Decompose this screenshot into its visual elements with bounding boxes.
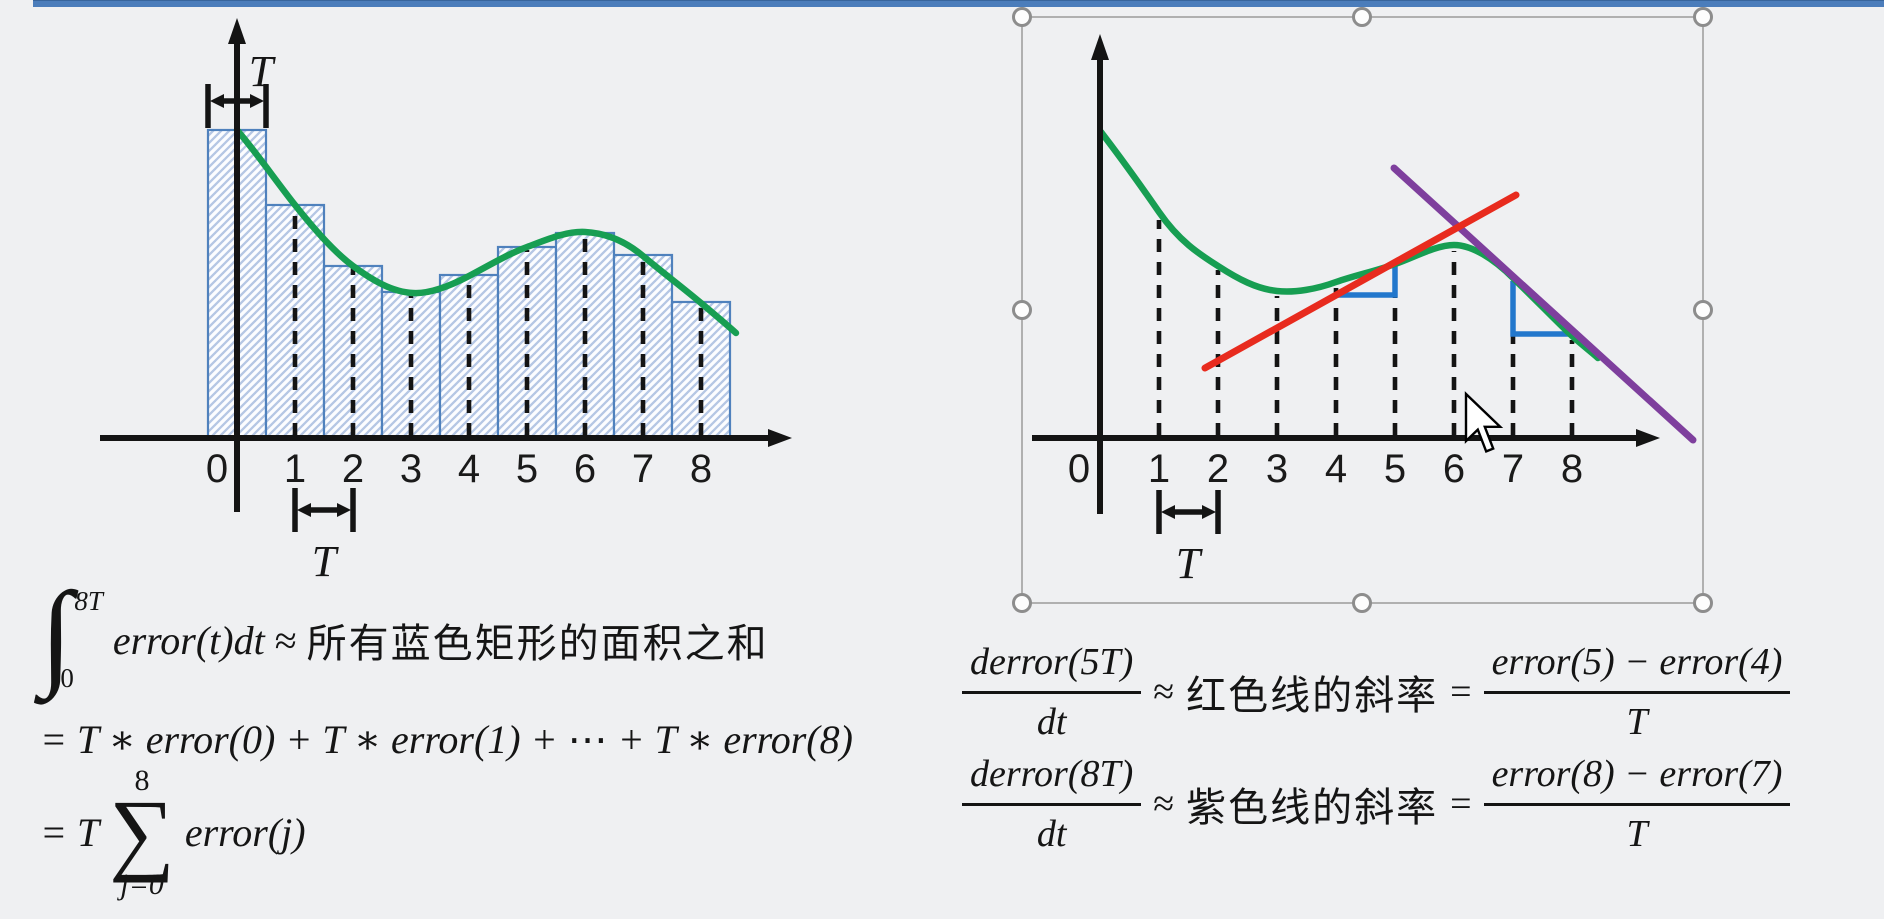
svg-text:0: 0 [206,447,228,491]
selection-handles[interactable] [1012,7,1713,613]
right-y-axis-arrow [1091,34,1109,60]
integral: ∫ 8T 0 [40,568,103,699]
left-tick-labels: 0 1 2 3 4 5 6 7 8 [206,447,712,491]
left-dashed-gridlines [292,208,704,436]
selection-handle-bottom-center[interactable] [1352,593,1372,613]
svg-text:0: 0 [1068,447,1090,491]
right-bottom-t-marker [1156,490,1221,534]
right-bottom-t-label: T [1176,539,1204,588]
difference-quotient-8-7: error(8) − error(7) T [1483,752,1791,856]
svg-text:5: 5 [1384,447,1406,491]
selection-handle-top-center[interactable] [1352,7,1372,27]
bracket-7-8 [1510,281,1572,337]
right-tick-labels: 0 1 2 3 4 5 6 7 8 [1068,447,1583,491]
right-formula-row2: derror(8T) dt ≈ 紫色线的斜率 = error(8) − erro… [962,752,1791,856]
summation: 8 ∑ j=0 [109,766,175,900]
svg-text:2: 2 [342,447,364,491]
purple-line-slope-text: 紫色线的斜率 [1186,786,1439,830]
svg-text:3: 3 [400,447,422,491]
integral-sign: ∫ [40,568,73,699]
svg-text:6: 6 [574,447,596,491]
left-formula-line3: = T 8 ∑ j=0 error(j) [40,766,306,900]
svg-text:6: 6 [1443,447,1465,491]
left-bottom-t-marker [292,488,356,532]
approx-symbol: ≈ [1153,783,1175,825]
selection-border[interactable] [1021,16,1704,604]
left-top-t-marker [205,84,269,128]
left-top-t-label: T [249,47,277,96]
equals-symbol: = [1450,671,1472,713]
svg-text:8: 8 [1561,447,1583,491]
svg-text:7: 7 [632,447,654,491]
integral-upper-bound: 8T [74,586,103,616]
green-error-curve [233,126,740,337]
selection-handle-mid-right[interactable] [1693,300,1713,320]
blue-hatched-bars [206,128,732,440]
arrowhead [1202,505,1216,519]
selection-handle-bottom-left[interactable] [1012,593,1032,613]
arrowhead [250,94,264,108]
derivative-fraction-5T: derror(5T) dt [962,640,1142,744]
summation-upper: 8 [134,764,150,797]
red-line-slope-text: 红色线的斜率 [1186,674,1439,718]
svg-text:8: 8 [690,447,712,491]
red-secant-line [1201,191,1520,372]
arrowhead [297,503,311,517]
bar-8 [670,300,732,440]
purple-secant-line [1390,164,1697,444]
left-riemann-chart[interactable]: T 0 1 2 3 4 5 6 7 8 T [100,18,792,586]
svg-text:4: 4 [458,447,480,491]
svg-text:7: 7 [1502,447,1524,491]
selection-handle-top-left[interactable] [1012,7,1032,27]
svg-text:4: 4 [1325,447,1347,491]
left-axes [100,40,772,512]
svg-text:1: 1 [284,447,306,491]
summation-sign: ∑ [109,781,175,883]
mouse-cursor [1464,391,1504,453]
derivative-fraction-8T: derror(8T) dt [962,752,1142,856]
left-y-axis-arrow [228,18,246,44]
summation-lower: j=0 [120,867,164,901]
bracket-4-5 [1338,263,1398,298]
left-x-axis-arrow [768,429,792,447]
left-formula-line2: = T ∗ error(0) + T ∗ error(1) + ⋯ + T ∗ … [40,717,853,762]
equals-T: = T [40,810,100,856]
arrowhead [210,94,224,108]
left-formula-line1: ∫ 8T 0 error(t)dt ≈ 所有蓝色矩形的面积之和 [40,568,769,699]
selection-handle-mid-left[interactable] [1012,300,1032,320]
approx-symbol: ≈ [274,617,297,663]
selection-handle-top-right[interactable] [1693,7,1713,27]
arrowhead [1161,505,1175,519]
right-dashed-gridlines [1156,220,1575,436]
svg-text:3: 3 [1266,447,1288,491]
right-x-axis-arrow [1636,429,1660,447]
svg-text:2: 2 [1207,447,1229,491]
selection-handle-bottom-right[interactable] [1693,593,1713,613]
blue-slope-brackets [1338,263,1572,337]
difference-quotient-5-4: error(5) − error(4) T [1483,640,1791,744]
svg-text:1: 1 [1148,447,1170,491]
arrowhead [337,503,351,517]
sum-of-blue-rect-areas-text: 所有蓝色矩形的面积之和 [306,622,769,666]
equals-symbol: = [1450,783,1472,825]
approx-symbol: ≈ [1153,671,1175,713]
svg-text:5: 5 [516,447,538,491]
right-formula-row1: derror(5T) dt ≈ 红色线的斜率 = error(5) − erro… [962,640,1791,744]
integrand: error(t)dt [112,617,265,663]
integral-lower-bound: 0 [60,663,74,693]
right-axes [1032,56,1640,514]
left-bottom-t-label: T [312,537,340,586]
right-slope-chart[interactable]: 0 1 2 3 4 5 6 7 8 T [1032,34,1697,588]
summand: error(j) [184,810,306,856]
green-error-curve-right [1097,128,1602,362]
top-blue-bar [33,0,1884,7]
